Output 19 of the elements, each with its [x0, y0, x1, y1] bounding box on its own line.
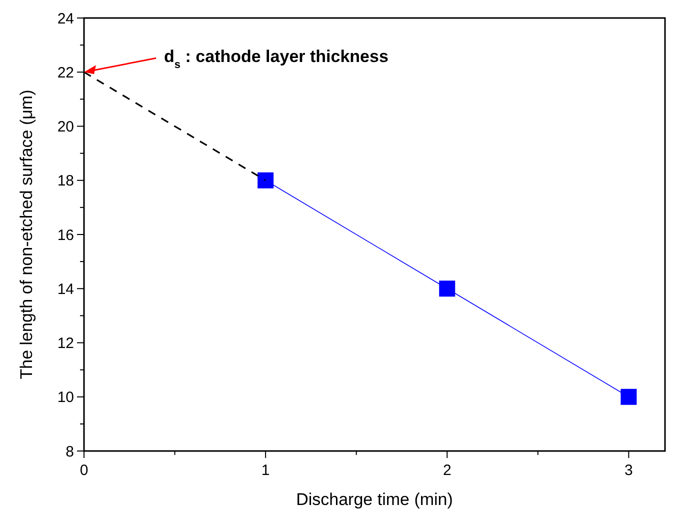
x-tick-label: 2 — [442, 462, 452, 479]
y-tick-label: 14 — [57, 280, 74, 298]
y-tick-label: 20 — [57, 118, 74, 136]
y-tick-label: 16 — [57, 226, 74, 244]
x-axis-title: Discharge time (min) — [296, 490, 453, 509]
y-tick-label: 22 — [57, 64, 74, 82]
point — [258, 172, 274, 188]
x-tick-label: 1 — [261, 462, 270, 479]
annotation: d$_{s}$ : cathode layer thickness — [164, 47, 388, 72]
x-tick-label: 3 — [624, 462, 633, 479]
point — [439, 280, 456, 297]
point — [620, 388, 637, 405]
x-tick-label: 0 — [80, 462, 88, 479]
y-tick-label: 18 — [57, 172, 74, 190]
y-tick-label: 12 — [57, 335, 74, 352]
y-tick-label: 8 — [66, 443, 74, 460]
y-axis-title: The length of non-etched surface (μm) — [17, 90, 36, 380]
y-tick-label: 10 — [57, 389, 74, 406]
y-tick-label: 24 — [57, 10, 74, 28]
